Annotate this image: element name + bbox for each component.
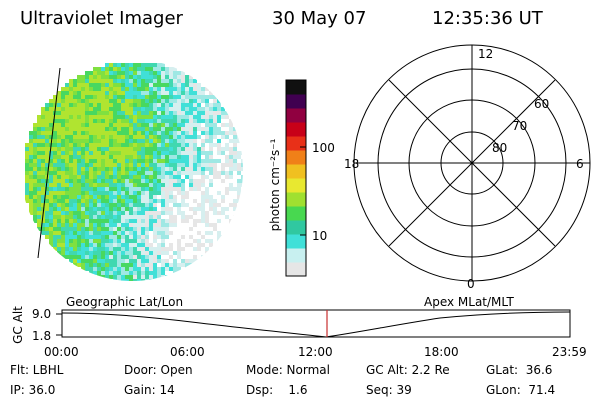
mlat-label-60: 60 bbox=[534, 97, 550, 111]
image-date: 30 May 07 bbox=[272, 8, 367, 29]
status-dsp: Dsp: 1.6 bbox=[246, 383, 308, 397]
status-filter: Flt: LBHL bbox=[10, 363, 64, 377]
mlt-label-6: 6 bbox=[576, 157, 584, 171]
timeline-x-tick-0000: 00:00 bbox=[44, 345, 79, 359]
status-mode: Mode: Normal bbox=[246, 363, 330, 377]
polar-plot bbox=[353, 44, 591, 282]
instrument-title: Ultraviolet Imager bbox=[20, 8, 183, 29]
timeline-x-tick-2359: 23:59 bbox=[552, 345, 587, 359]
mlat-label-70: 70 bbox=[512, 119, 528, 133]
status-seq: Seq: 39 bbox=[366, 383, 412, 397]
colorbar-tick-100: 100 bbox=[312, 141, 335, 155]
status-door: Door: Open bbox=[124, 363, 193, 377]
colorbar bbox=[285, 79, 307, 277]
altitude-timeline bbox=[56, 309, 571, 338]
status-glat: GLat: 36.6 bbox=[486, 363, 553, 377]
terminator-line bbox=[37, 67, 61, 259]
image-time: 12:35:36 UT bbox=[432, 8, 543, 29]
mlt-label-12: 12 bbox=[478, 47, 494, 61]
mlat-label-80: 80 bbox=[492, 141, 508, 155]
timeline-x-tick-0600: 06:00 bbox=[170, 345, 205, 359]
colorbar-unit-label: photon cm⁻²s⁻¹ bbox=[268, 138, 282, 232]
timeline-left-title: Geographic Lat/Lon bbox=[66, 295, 184, 309]
timeline-y-axis-label: GC Alt bbox=[11, 306, 25, 344]
timeline-right-title: Apex MLat/MLT bbox=[424, 295, 514, 309]
timeline-x-tick-1200: 12:00 bbox=[298, 345, 333, 359]
mlt-label-0: 0 bbox=[467, 277, 475, 291]
status-gain: Gain: 14 bbox=[124, 383, 175, 397]
timeline-y-tick-low: 1.8 bbox=[32, 329, 52, 343]
status-glon: GLon: 71.4 bbox=[486, 383, 556, 397]
colorbar-tick-10: 10 bbox=[312, 229, 328, 243]
uv-image-disk bbox=[21, 59, 243, 281]
mlt-label-18: 18 bbox=[344, 157, 360, 171]
status-ip: IP: 36.0 bbox=[10, 383, 56, 397]
timeline-y-tick-high: 9.0 bbox=[32, 307, 52, 321]
altitude-curve bbox=[61, 311, 571, 338]
status-gc-alt: GC Alt: 2.2 Re bbox=[366, 363, 450, 377]
timeline-x-tick-1800: 18:00 bbox=[424, 345, 459, 359]
